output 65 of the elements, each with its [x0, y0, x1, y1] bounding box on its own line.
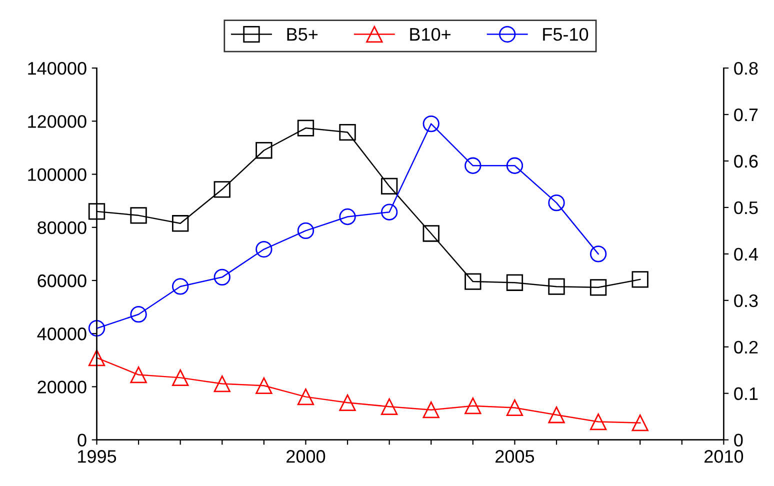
point [506, 399, 524, 416]
point [380, 204, 398, 220]
point [256, 142, 272, 159]
y2-tick-label: 0.3 [734, 294, 758, 308]
point [214, 375, 230, 392]
legend-label: B10+ [410, 28, 450, 41]
point [380, 178, 398, 195]
y-tick-label: 40000 [37, 328, 86, 340]
point [590, 413, 607, 430]
point [506, 274, 524, 291]
point [422, 225, 440, 242]
y2-tick-label: 0.7 [734, 108, 758, 122]
y2-tick-label: 0.4 [734, 248, 758, 261]
point [422, 115, 440, 132]
point [172, 215, 189, 232]
y-tick-label: 120000 [28, 115, 86, 128]
point [590, 279, 607, 296]
y-tick-label: 80000 [38, 221, 86, 234]
point [297, 120, 314, 136]
y2-tick-label: 0.2 [734, 340, 758, 354]
point [256, 377, 272, 394]
y-tick-label: 140000 [28, 62, 86, 75]
point [464, 273, 482, 290]
point [548, 278, 565, 295]
point [548, 406, 565, 424]
point [88, 349, 106, 366]
y2-tick-label: 0.1 [734, 387, 758, 400]
point [172, 369, 189, 386]
y2-tick-label: 0.8 [734, 62, 758, 75]
point [256, 240, 272, 258]
point [88, 203, 106, 220]
point [464, 398, 482, 414]
point [548, 194, 565, 212]
point [214, 268, 230, 286]
point [632, 414, 648, 432]
point [464, 157, 482, 174]
point [506, 157, 524, 174]
point [380, 398, 398, 415]
point [130, 366, 147, 384]
y-tick-label: 0 [78, 434, 86, 447]
legend-label: B5+ [287, 28, 318, 41]
x-tick-label: 2010 [704, 450, 744, 463]
point [632, 271, 648, 288]
y-tick-label: 100000 [28, 168, 86, 181]
point [297, 388, 314, 406]
x-tick-label: 1995 [78, 450, 116, 463]
point [422, 401, 440, 418]
y-tick-label: 20000 [38, 380, 86, 394]
point [590, 246, 607, 262]
point [130, 306, 147, 323]
x-tick-label: 2005 [496, 450, 534, 463]
y-tick-label: 60000 [38, 274, 86, 288]
point [339, 124, 356, 141]
point [339, 208, 356, 226]
y2-tick-label: 0.5 [734, 201, 758, 214]
x-tick-label: 2000 [286, 450, 326, 463]
point [130, 207, 147, 224]
legend-label: F5-10 [543, 28, 588, 41]
y2-tick-label: 0 [734, 434, 743, 447]
point [297, 222, 314, 240]
point [88, 320, 106, 337]
point [214, 181, 230, 198]
y2-tick-label: 0.6 [734, 154, 758, 168]
point [339, 394, 356, 411]
point [172, 278, 189, 295]
